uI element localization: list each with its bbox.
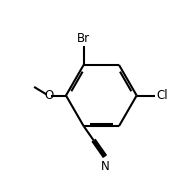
Text: N: N <box>101 160 110 173</box>
Text: O: O <box>44 89 53 102</box>
Text: Br: Br <box>77 32 90 45</box>
Text: Cl: Cl <box>156 89 168 102</box>
